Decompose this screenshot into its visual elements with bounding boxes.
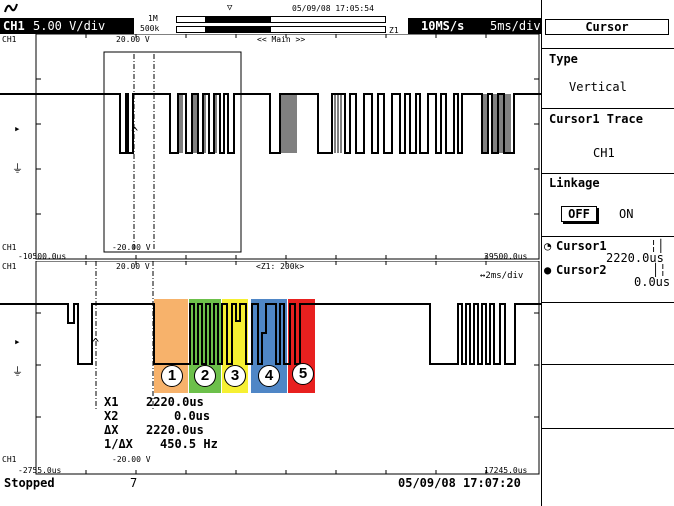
- type-value: Vertical: [569, 80, 627, 94]
- cursor2-label: Cursor2: [556, 263, 607, 277]
- main-top-level: 20.00 V: [116, 35, 150, 44]
- panel-title: Cursor: [545, 19, 669, 35]
- measurement-label: 1/ΔX: [104, 437, 133, 451]
- annotation-number-2: 2: [194, 365, 216, 387]
- trace-value: CH1: [593, 146, 615, 160]
- side-panel: [541, 0, 674, 506]
- zoom-ch-label-top: CH1: [2, 262, 17, 271]
- svg-text:^: ^: [131, 125, 138, 139]
- acquisition-count: 7: [130, 476, 138, 490]
- trace-label: Cursor1 Trace: [549, 112, 643, 126]
- main-ch-label-top: CH1: [2, 35, 17, 44]
- type-label: Type: [549, 52, 578, 66]
- ground-marker: ⏚: [12, 162, 23, 175]
- zoom-title: <Z1: 200k>: [256, 262, 305, 271]
- zoom-waveform-window: ^ ▸ ⏚ CH1 20.00 V <Z1: 200k> ↔2ms/div CH…: [0, 261, 541, 475]
- cursor2-line-icon: │╎: [652, 263, 667, 277]
- acquisition-state: Stopped: [4, 476, 55, 490]
- main-bottom-level: -20.00 V: [112, 243, 151, 252]
- zoom-time-div: ↔2ms/div: [480, 271, 524, 281]
- measurement-label: X1: [104, 395, 119, 409]
- cursor2-icon: ●: [544, 263, 552, 277]
- zoom-ground-marker: ⏚: [12, 365, 23, 378]
- timebase-bar: 10MS/s 5ms/div: [408, 18, 541, 34]
- zoom-bottom-level: -20.00 V: [112, 455, 151, 464]
- annotation-number-1: 1: [161, 365, 183, 387]
- cursor1-value: 2220.0us: [606, 251, 664, 265]
- measurement-value: 0.0us: [174, 409, 211, 423]
- main-title: << Main >>: [257, 35, 306, 44]
- cursor1-trace-button[interactable]: Cursor1 Trace CH1: [545, 112, 671, 164]
- main-waveform-window: ^ ▸ ⏚ CH1 20.00 V << Main >> CH1 -10500.…: [0, 34, 541, 261]
- annotation-number-5: 5: [292, 363, 314, 385]
- cursor2-value: 0.0us: [634, 275, 671, 289]
- cursor-positions[interactable]: ◔ Cursor1 ╎│ 2220.0us ● Cursor2 │╎ 0.0us: [542, 239, 672, 299]
- memory-1m-label: 1M: [148, 14, 158, 23]
- svg-text:^: ^: [92, 336, 99, 350]
- channel-scale-bar: CH1 5.00 V/div: [0, 18, 134, 34]
- zoom-top-level: 20.00 V: [116, 262, 150, 271]
- cursor1-label: Cursor1: [556, 239, 607, 253]
- cursor1-line-icon: ╎│: [650, 239, 665, 253]
- status-bar: Stopped 7 05/09/08 17:07:20: [0, 476, 541, 504]
- status-datetime: 05/09/08 17:07:20: [398, 476, 521, 490]
- record-length-bar-500k: [176, 26, 386, 33]
- waveform-logo-icon: [4, 3, 18, 13]
- zoom-left-time: -2755.0us: [18, 466, 62, 475]
- main-left-time: -10500.0us: [18, 252, 67, 261]
- main-ch-label-bottom: CH1: [2, 243, 17, 252]
- sample-rate: 10MS/s: [421, 19, 465, 33]
- channel-label: CH1: [3, 19, 25, 33]
- main-waveform-plot: ^ ▸ ⏚: [0, 34, 541, 260]
- record-length-bar-1m: [176, 16, 386, 23]
- time-per-div: 5ms/div: [490, 19, 541, 33]
- main-right-time: 39500.0us: [484, 252, 528, 261]
- linkage-off-option[interactable]: OFF: [561, 206, 597, 222]
- linkage-toggle[interactable]: Linkage OFF ON: [545, 176, 671, 232]
- memory-500k-label: 500k: [140, 24, 160, 33]
- measurement-value: 450.5 Hz: [160, 437, 218, 451]
- measurement-value: 2220.0us: [146, 395, 204, 409]
- annotation-number-4: 4: [258, 365, 280, 387]
- measurement-label: ΔX: [104, 423, 119, 437]
- type-menu-button[interactable]: Type Vertical: [545, 52, 671, 98]
- linkage-label: Linkage: [549, 176, 600, 190]
- measurement-label: X2: [104, 409, 119, 423]
- linkage-on-option[interactable]: ON: [619, 207, 634, 221]
- trigger-level-marker: ▸: [14, 122, 21, 135]
- zoom-right-time: 17245.0us: [484, 466, 528, 475]
- acquisition-datetime: 05/09/08 17:05:54: [292, 4, 374, 13]
- measurement-value: 2220.0us: [146, 423, 204, 437]
- zoom-trigger-level-marker: ▸: [14, 335, 21, 348]
- cursor1-icon: ◔: [544, 239, 552, 253]
- volts-per-div: 5.00 V/div: [33, 19, 106, 33]
- zoom-ch-label-bottom: CH1: [2, 455, 17, 464]
- zoom-area-box: [103, 51, 242, 253]
- trigger-position-icon: ▽: [227, 3, 233, 13]
- annotation-number-3: 3: [224, 365, 246, 387]
- zoom-marker-label: Z1: [389, 26, 399, 35]
